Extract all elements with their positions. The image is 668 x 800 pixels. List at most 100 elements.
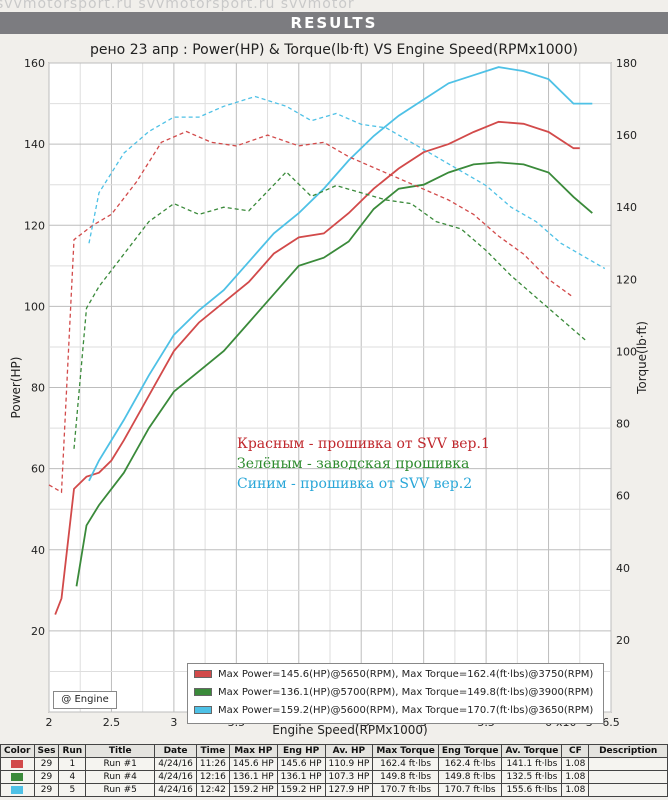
y-right-axis-label: Torque(lb·ft) [635, 321, 649, 395]
table-row: 29 4 Run #4 4/24/16 12:16 136.1 HP 136.1 HP 107… [0, 770, 668, 784]
legend-label: Max Power=136.1(HP)@5700(RPM), Max Torqu… [218, 687, 594, 698]
table-cell: 127.9 HP [324, 783, 374, 797]
annotation-text: Синим - прошивка от SVV вер.2 [237, 476, 472, 492]
legend-item: Max Power=159.2(HP)@5600(RPM), Max Torqu… [194, 703, 593, 719]
power-line [54, 120, 580, 615]
table-cell: 4/24/16 [154, 757, 197, 771]
x-tick-label: 2 [46, 716, 53, 729]
y-right-tick-label: 160 [616, 129, 637, 142]
table-cell: 1.08 [561, 783, 590, 797]
table-cell [588, 770, 668, 784]
table-cell: 4/24/16 [154, 783, 197, 797]
y-left-axis-label: Power(HP) [9, 357, 23, 419]
legend-swatch [194, 706, 212, 714]
table-header-row: Color Ses Run Title Date Time Max HP Eng… [0, 744, 668, 758]
color-cell [0, 770, 35, 784]
col-header: Eng Torque [437, 744, 503, 758]
y-left-tick-label: 140 [24, 138, 45, 151]
col-header: Max Torque [372, 744, 439, 758]
results-table: Color Ses Run Title Date Time Max HP Eng… [0, 744, 668, 797]
col-header: Ses [33, 744, 60, 758]
table-cell [588, 757, 668, 771]
table-cell: Run #1 [85, 757, 156, 771]
table-cell: 29 [33, 783, 60, 797]
table-cell: 110.9 HP [324, 757, 374, 771]
y-right-tick-label: 180 [616, 57, 637, 70]
table-cell: 5 [58, 783, 87, 797]
results-title: RESULTS [290, 14, 378, 32]
y-right-tick-label: 80 [616, 418, 630, 431]
y-left-tick-label: 60 [31, 463, 45, 476]
col-header: Date [154, 744, 197, 758]
y-right-tick-label: 40 [616, 562, 630, 575]
dyno-chart: 22.533.544.555.566.520406080100120140160… [9, 57, 649, 737]
col-header: Max HP [228, 744, 278, 758]
table-cell: 149.8 ft·lbs [437, 770, 503, 784]
table-row: 29 5 Run #5 4/24/16 12:42 159.2 HP 159.2 HP 127… [0, 783, 668, 797]
y-left-tick-label: 160 [24, 57, 45, 70]
table-cell: 162.4 ft·lbs [372, 757, 439, 771]
table-cell: Run #4 [85, 770, 156, 784]
table-row: 29 1 Run #1 4/24/16 11:26 145.6 HP 145.6 HP 110… [0, 757, 668, 771]
col-header: Av. HP [324, 744, 374, 758]
x-tick-label: 3 [170, 716, 177, 729]
table-cell: 29 [33, 770, 60, 784]
col-header: Title [85, 744, 156, 758]
annotation-text: Красным - прошивка от SVV вер.1 [237, 436, 490, 452]
table-cell: 162.4 ft·lbs [437, 757, 503, 771]
y-left-tick-label: 80 [31, 382, 45, 395]
power-line [88, 66, 593, 482]
y-right-tick-label: 100 [616, 345, 637, 358]
y-right-tick-label: 20 [616, 634, 630, 647]
table-cell: 170.7 ft·lbs [372, 783, 439, 797]
y-right-tick-label: 60 [616, 490, 630, 503]
table-cell: 149.8 ft·lbs [372, 770, 439, 784]
table-cell: 11:26 [195, 757, 230, 771]
legend-label: Max Power=145.6(HP)@5650(RPM), Max Torqu… [218, 669, 594, 680]
y-left-tick-label: 120 [24, 219, 45, 232]
table-cell: 4 [58, 770, 87, 784]
y-right-tick-label: 120 [616, 273, 637, 286]
torque-line [88, 95, 606, 270]
table-cell: 1 [58, 757, 87, 771]
y-right-tick-label: 140 [616, 201, 637, 214]
color-swatch [11, 785, 24, 794]
color-swatch [11, 759, 24, 768]
x-tick-label: 6.5 [602, 716, 620, 729]
legend-swatch [194, 688, 212, 696]
table-cell: 29 [33, 757, 60, 771]
col-header: Color [0, 744, 35, 758]
torque-line [73, 170, 587, 449]
x-axis-label: Engine Speed(RPMx1000) [272, 723, 428, 737]
table-cell [588, 783, 668, 797]
table-cell: Run #5 [85, 783, 156, 797]
chart-title: рено 23 апр : Power(HP) & Torque(lb·ft) … [90, 42, 578, 58]
color-cell [0, 757, 35, 771]
watermark: svvmotorsport.ru svvmotorsport.ru svvmot… [0, 0, 355, 12]
table-cell: 145.6 HP [276, 757, 326, 771]
col-header: Av. Torque [501, 744, 563, 758]
results-band [0, 12, 668, 34]
y-left-tick-label: 40 [31, 544, 45, 557]
x-tick-label: 2.5 [103, 716, 121, 729]
engine-tag: @ Engine [53, 691, 117, 709]
legend-item: Max Power=145.6(HP)@5650(RPM), Max Torqu… [194, 667, 593, 683]
table-cell: 132.5 ft·lbs [501, 770, 563, 784]
color-swatch [11, 772, 24, 781]
col-header: Description [588, 744, 668, 758]
table-cell: 1.08 [561, 770, 590, 784]
power-line [75, 161, 593, 587]
col-header: Eng HP [276, 744, 326, 758]
table-cell: 145.6 HP [228, 757, 278, 771]
table-cell: 107.3 HP [324, 770, 374, 784]
table-cell: 1.08 [561, 757, 590, 771]
table-cell: 141.1 ft·lbs [501, 757, 563, 771]
col-header: Run [58, 744, 87, 758]
legend-label: Max Power=159.2(HP)@5600(RPM), Max Torqu… [218, 705, 594, 716]
table-cell: 159.2 HP [228, 783, 278, 797]
table-cell: 155.6 ft·lbs [501, 783, 563, 797]
table-cell: 12:42 [195, 783, 230, 797]
table-cell: 136.1 HP [228, 770, 278, 784]
col-header: CF [561, 744, 590, 758]
y-left-tick-label: 100 [24, 300, 45, 313]
